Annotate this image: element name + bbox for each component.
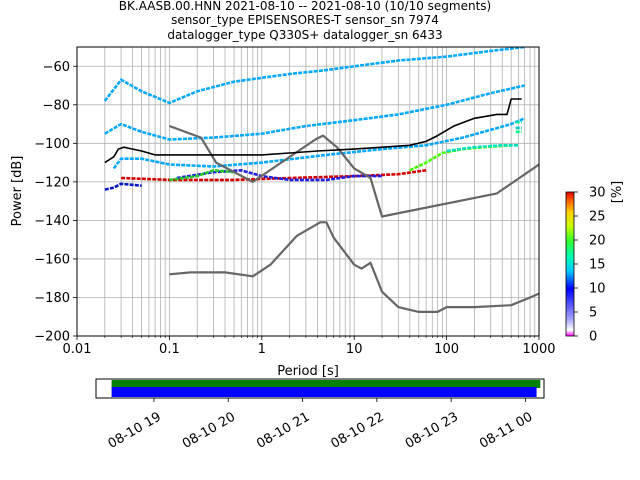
y-axis-ticks: −200 −180 −160 −140 −120 −100 −80 −60 [34,60,77,345]
x-tick-label: 1 [258,342,266,357]
x-tick-label: 10 [346,342,363,357]
colorbar: 0 5 10 15 20 25 30 [%] [565,181,625,345]
psd-band-8 [446,144,519,153]
colorbar-gradient [565,191,575,337]
plot-background [77,47,539,336]
y-tick-label: −180 [34,291,70,306]
colorbar-label: [%] [610,181,625,204]
psd-band-1 [104,84,525,141]
y-tick-label: −200 [34,330,70,345]
timeline-tick-label: 08-11 00 [477,410,535,452]
title-line-1: BK.AASB.00.HNN 2021-08-10 -- 2021-08-10 … [119,0,491,13]
colorbar-tick-label: 20 [589,234,606,249]
y-tick-label: −160 [34,252,70,267]
psd-density-bands [103,47,526,191]
timeline-tick-label: 08-10 19 [106,410,164,452]
title-line-3: datalogger_type Q330S+ datalogger_sn 643… [167,28,442,42]
x-axis-ticks: 0.01 0.1 1 10 100 1000 [63,336,556,357]
colorbar-tick-label: 5 [589,306,597,321]
plot-area: 0.01 0.1 1 10 100 1000 −200 −180 −160 −140 −120 −1… [10,46,556,379]
timeline-tick-label: 08-10 21 [254,410,312,452]
x-axis-label: Period [s] [277,364,339,379]
mode-line [104,98,522,164]
y-tick-label: −140 [34,214,70,229]
y-axis-label: Power [dB] [10,156,25,227]
x-tick-label: 0.01 [63,342,92,357]
coverage-bar-psd [111,387,537,397]
x-tick-label: 100 [434,342,459,357]
timeline-tick-label: 08-10 23 [403,410,461,452]
colorbar-ticks: 0 5 10 15 20 25 30 [574,186,606,345]
colorbar-tick-label: 10 [589,282,606,297]
coverage-timeline: 08-10 19 08-10 20 08-10 21 08-10 22 08-10 23… [95,378,545,452]
low-noise-model-line [169,221,539,313]
psd-band-2 [112,117,526,170]
psd-band-0 [103,47,525,105]
chart-title: BK.AASB.00.HNN 2021-08-10 -- 2021-08-10 … [119,0,491,42]
timeline-tick-label: 08-10 20 [180,410,238,452]
title-line-2: sensor_type EPISENSORES-T sensor_sn 7974 [171,13,439,27]
colorbar-tick-label: 30 [589,186,606,201]
psd-band-6 [169,169,235,182]
x-tick-label: 0.1 [159,342,180,357]
y-tick-label: −100 [34,137,70,152]
noise-model-lines [169,124,539,313]
psd-band-3 [104,182,142,191]
colorbar-tick-label: 15 [589,258,606,273]
grid-lines [77,47,539,336]
coverage-bar-data [111,380,541,388]
y-tick-label: −60 [43,60,70,75]
plot-frame [76,46,540,337]
x-tick-label: 1000 [522,342,555,357]
y-tick-label: −120 [34,175,70,190]
timeline-ticks: 08-10 19 08-10 20 08-10 21 08-10 22 08-10 23… [106,398,535,452]
timeline-tick-label: 08-10 22 [329,410,387,452]
colorbar-tick-label: 25 [589,210,606,225]
colorbar-tick-label: 0 [589,330,597,345]
mode-line-path [104,98,522,164]
high-noise-model-line [169,124,539,218]
timeline-bars [111,380,541,397]
y-tick-label: −80 [43,98,70,113]
